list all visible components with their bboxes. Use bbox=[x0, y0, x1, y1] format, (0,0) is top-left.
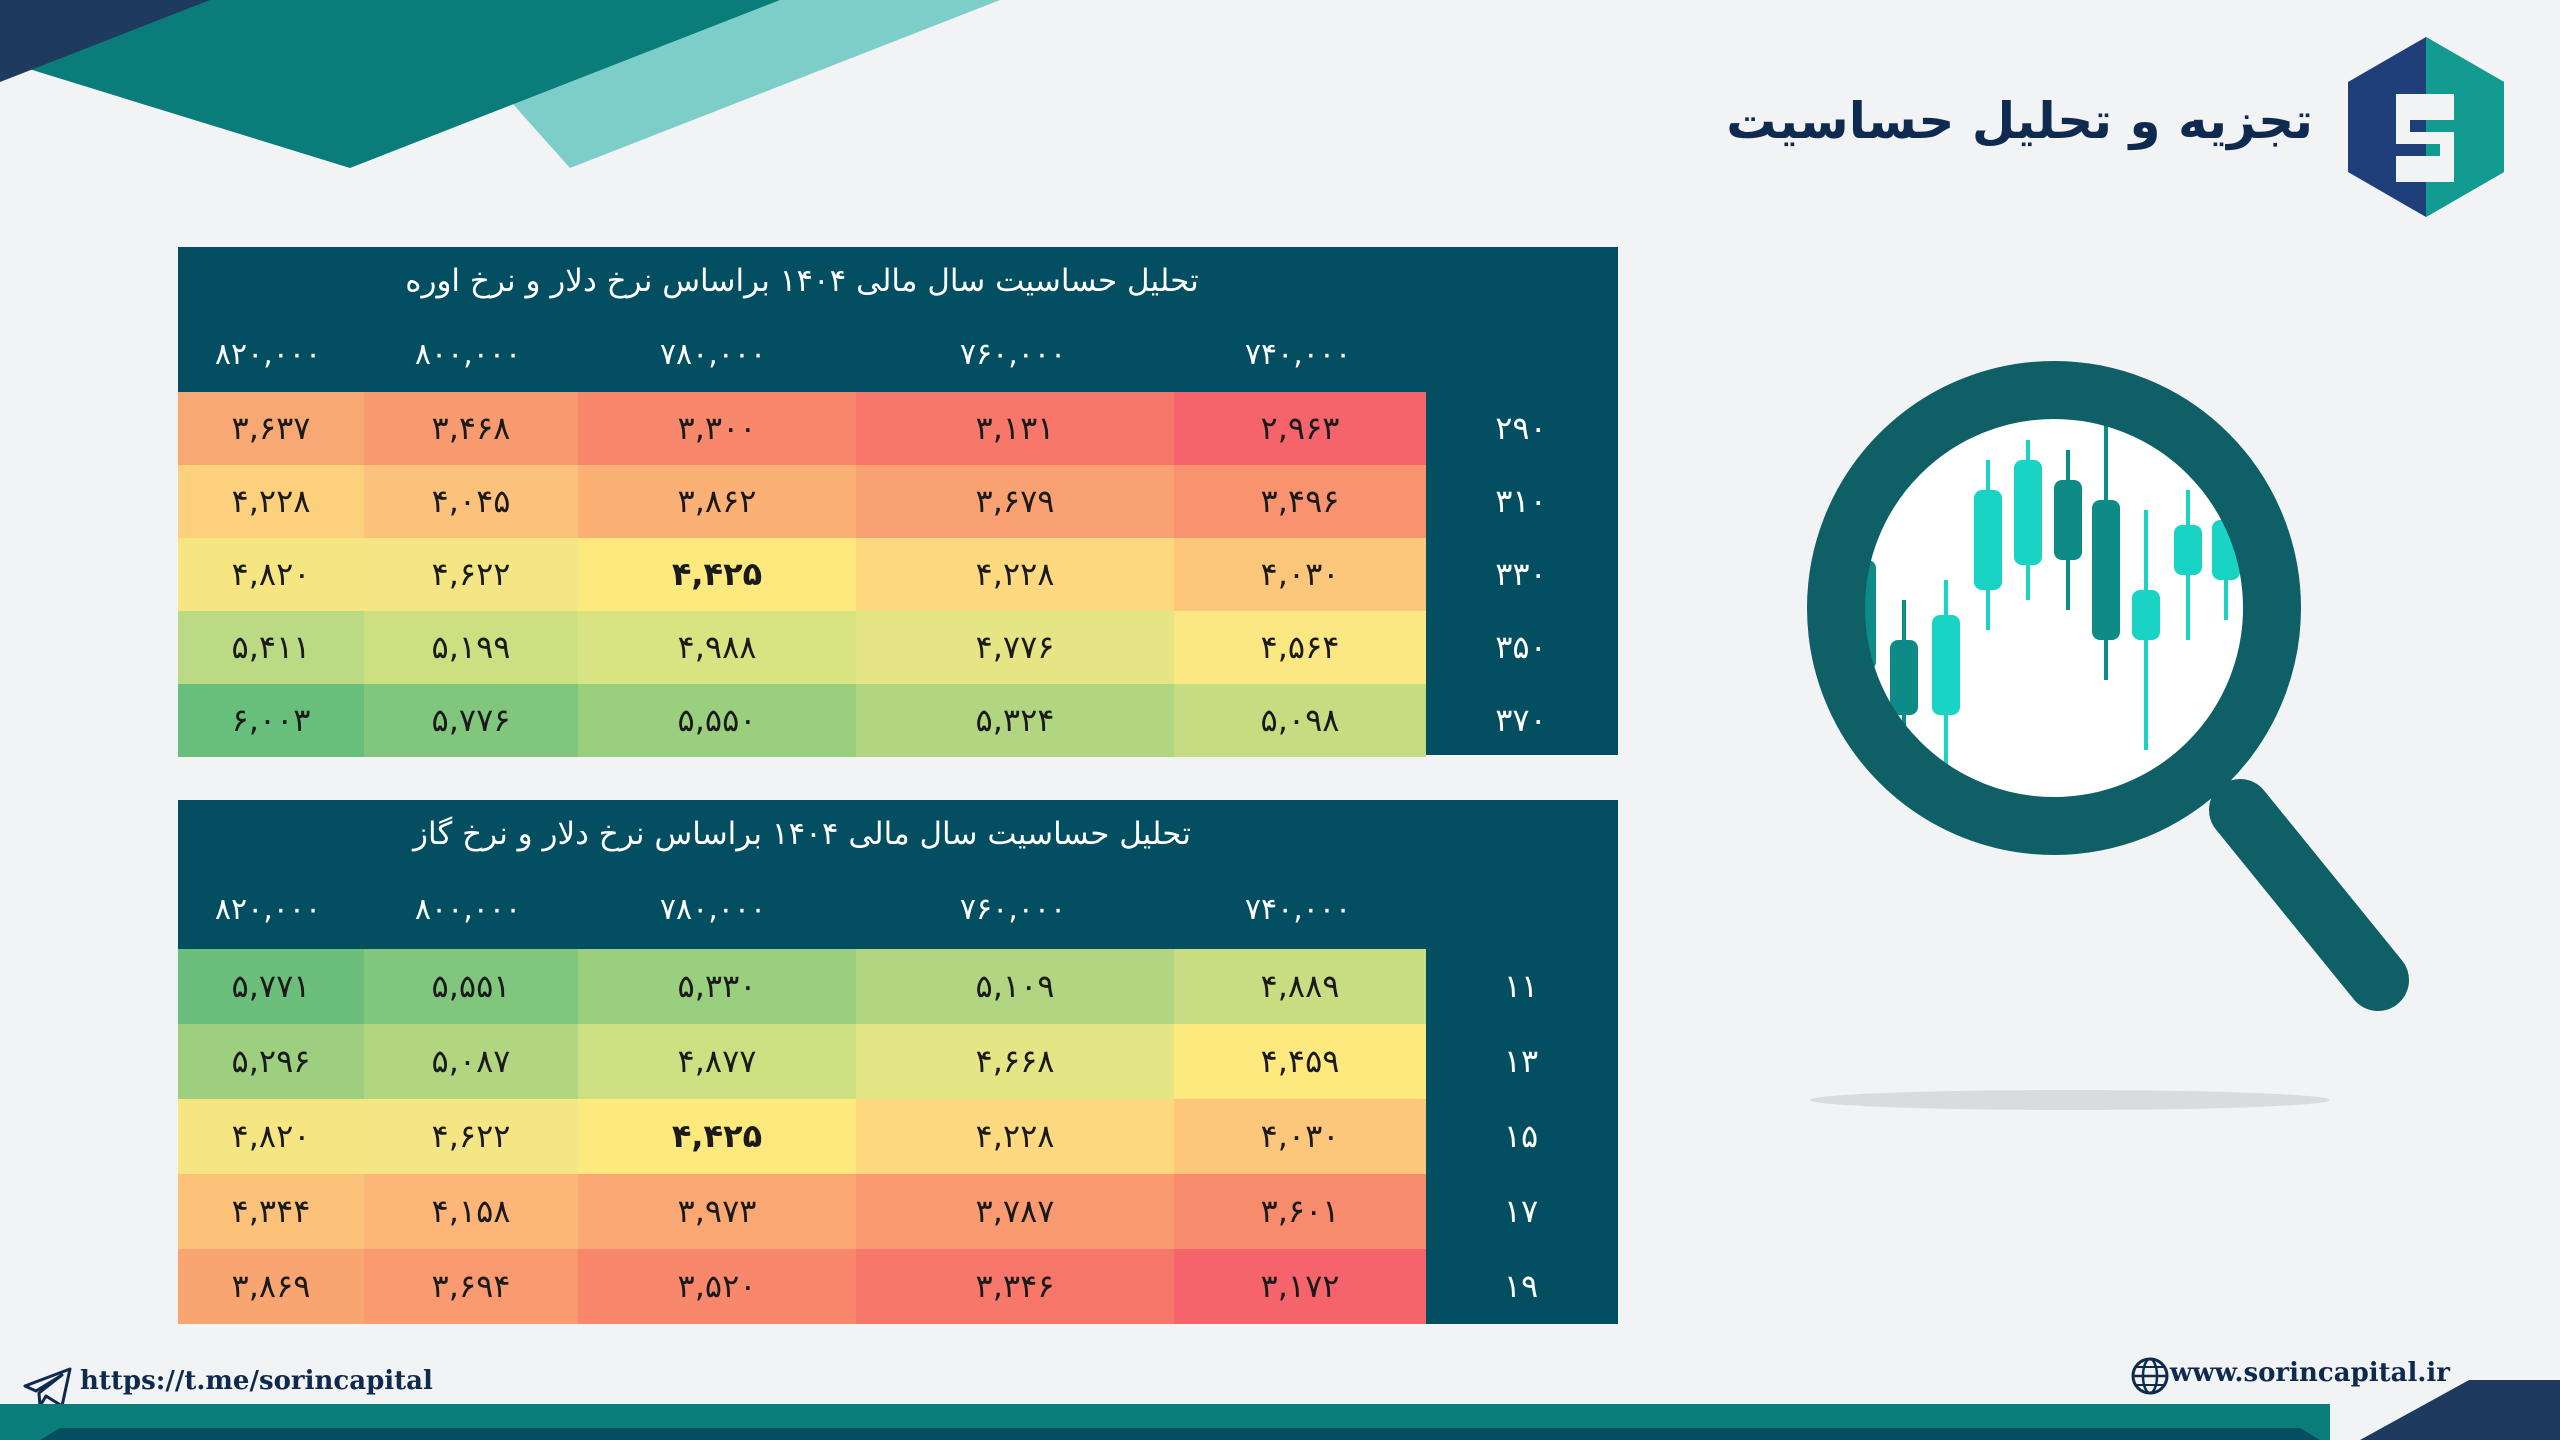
heatmap-cell: ۳,۶۹۴ bbox=[364, 1249, 578, 1324]
heatmap-cell: ۴,۳۴۴ bbox=[178, 1174, 364, 1249]
row-label: ۲۹۰ bbox=[1495, 409, 1547, 447]
heatmap-cell: ۴,۵۶۴ bbox=[1174, 611, 1426, 684]
gas-sensitivity-table: تحلیل حساسیت سال مالی ۱۴۰۴ براساس نرخ دل… bbox=[178, 800, 1618, 1324]
heatmap-cell: ۵,۲۹۶ bbox=[178, 1024, 364, 1099]
heatmap-cell: ۳,۱۳۱ bbox=[856, 392, 1174, 465]
column-header: ۸۲۰,۰۰۰ bbox=[214, 337, 322, 372]
heatmap-cell: ۲,۹۶۳ bbox=[1174, 392, 1426, 465]
heatmap-cell: ۵,۵۵۰ bbox=[578, 684, 856, 757]
heatmap-cell: ۳,۹۷۳ bbox=[578, 1174, 856, 1249]
heatmap-cell: ۳,۶۳۷ bbox=[178, 392, 364, 465]
heatmap-cell: ۵,۴۱۱ bbox=[178, 611, 364, 684]
heatmap-cell: ۴,۰۳۰ bbox=[1174, 1099, 1426, 1174]
bottom-decoration bbox=[0, 1380, 2560, 1440]
website-link[interactable]: www.sorincapital.ir bbox=[2169, 1358, 2450, 1388]
heatmap-cell: ۴,۷۷۶ bbox=[856, 611, 1174, 684]
row-label: ۳۵۰ bbox=[1495, 628, 1547, 666]
heatmap-cell: ۳,۸۶۹ bbox=[178, 1249, 364, 1324]
heatmap-cell: ۴,۸۸۹ bbox=[1174, 949, 1426, 1024]
column-header: ۷۴۰,۰۰۰ bbox=[1244, 337, 1352, 372]
row-label: ۱۱ bbox=[1503, 967, 1539, 1005]
heatmap-cell: ۵,۱۰۹ bbox=[856, 949, 1174, 1024]
globe-icon bbox=[2131, 1357, 2169, 1395]
heatmap-cell: ۴,۶۶۸ bbox=[856, 1024, 1174, 1099]
heatmap-cell: ۳,۱۷۲ bbox=[1174, 1249, 1426, 1324]
heatmap-cell: ۴,۶۲۲ bbox=[364, 1099, 578, 1174]
column-header: ۷۸۰,۰۰۰ bbox=[659, 892, 767, 927]
table-title: تحلیل حساسیت سال مالی ۱۴۰۴ براساس نرخ دل… bbox=[413, 816, 1191, 852]
row-label: ۱۹ bbox=[1503, 1267, 1539, 1305]
heatmap-cell: ۴,۴۲۵ bbox=[578, 538, 856, 611]
heatmap-cell: ۳,۳۴۶ bbox=[856, 1249, 1174, 1324]
heatmap-cell: ۴,۱۵۸ bbox=[364, 1174, 578, 1249]
heatmap-cell: ۳,۳۰۰ bbox=[578, 392, 856, 465]
heatmap-cell: ۵,۵۵۱ bbox=[364, 949, 578, 1024]
heatmap-cell: ۳,۸۶۲ bbox=[578, 465, 856, 538]
magnifier-chart-icon bbox=[1807, 361, 2409, 1110]
heatmap-cell: ۴,۸۲۰ bbox=[178, 1099, 364, 1174]
heatmap-cell: ۵,۰۸۷ bbox=[364, 1024, 578, 1099]
heatmap-cell: ۳,۶۰۱ bbox=[1174, 1174, 1426, 1249]
heatmap-cell: ۵,۳۳۰ bbox=[578, 949, 856, 1024]
heatmap-cell: ۴,۰۳۰ bbox=[1174, 538, 1426, 611]
heatmap-cell: ۳,۵۲۰ bbox=[578, 1249, 856, 1324]
heatmap-cell: ۴,۴۲۵ bbox=[578, 1099, 856, 1174]
column-header: ۷۸۰,۰۰۰ bbox=[659, 337, 767, 372]
heatmap-cell: ۵,۷۷۱ bbox=[178, 949, 364, 1024]
column-header: ۷۶۰,۰۰۰ bbox=[959, 892, 1067, 927]
column-header: ۷۴۰,۰۰۰ bbox=[1244, 892, 1352, 927]
heatmap-cell: ۴,۴۵۹ bbox=[1174, 1024, 1426, 1099]
row-label: ۱۳ bbox=[1503, 1042, 1539, 1080]
heatmap-cell: ۴,۸۲۰ bbox=[178, 538, 364, 611]
row-label: ۳۱۰ bbox=[1495, 482, 1547, 520]
heatmap-cell: ۳,۶۷۹ bbox=[856, 465, 1174, 538]
row-label: ۳۷۰ bbox=[1495, 701, 1547, 739]
heatmap-cell: ۵,۷۷۶ bbox=[364, 684, 578, 757]
column-header: ۷۶۰,۰۰۰ bbox=[959, 337, 1067, 372]
top-left-decoration bbox=[0, 0, 1000, 168]
heatmap-cell: ۴,۲۲۸ bbox=[856, 538, 1174, 611]
page-title: تجزیه و تحلیل حساسیت bbox=[1726, 92, 2313, 150]
heatmap-cell: ۴,۰۴۵ bbox=[364, 465, 578, 538]
table-title: تحلیل حساسیت سال مالی ۱۴۰۴ براساس نرخ دل… bbox=[405, 263, 1199, 299]
heatmap-cell: ۴,۲۲۸ bbox=[178, 465, 364, 538]
row-label: ۱۵ bbox=[1503, 1117, 1539, 1155]
heatmap-cell: ۵,۰۹۸ bbox=[1174, 684, 1426, 757]
sorin-logo-icon bbox=[2348, 37, 2504, 217]
column-header: ۸۰۰,۰۰۰ bbox=[414, 337, 522, 372]
telegram-link[interactable]: https://t.me/sorincapital bbox=[80, 1366, 433, 1396]
heatmap-cell: ۴,۸۷۷ bbox=[578, 1024, 856, 1099]
heatmap-cell: ۶,۰۰۳ bbox=[178, 684, 364, 757]
heatmap-cell: ۵,۳۲۴ bbox=[856, 684, 1174, 757]
heatmap-cell: ۳,۷۸۷ bbox=[856, 1174, 1174, 1249]
urea-sensitivity-table: تحلیل حساسیت سال مالی ۱۴۰۴ براساس نرخ دل… bbox=[178, 247, 1618, 757]
heatmap-cell: ۳,۴۹۶ bbox=[1174, 465, 1426, 538]
heatmap-cell: ۴,۲۲۸ bbox=[856, 1099, 1174, 1174]
heatmap-cell: ۴,۶۲۲ bbox=[364, 538, 578, 611]
row-label: ۱۷ bbox=[1503, 1192, 1539, 1230]
heatmap-cell: ۵,۱۹۹ bbox=[364, 611, 578, 684]
row-label: ۳۳۰ bbox=[1495, 555, 1547, 593]
heatmap-cell: ۳,۴۶۸ bbox=[364, 392, 578, 465]
column-header: ۸۲۰,۰۰۰ bbox=[214, 892, 322, 927]
heatmap-cell: ۴,۹۸۸ bbox=[578, 611, 856, 684]
column-header: ۸۰۰,۰۰۰ bbox=[414, 892, 522, 927]
